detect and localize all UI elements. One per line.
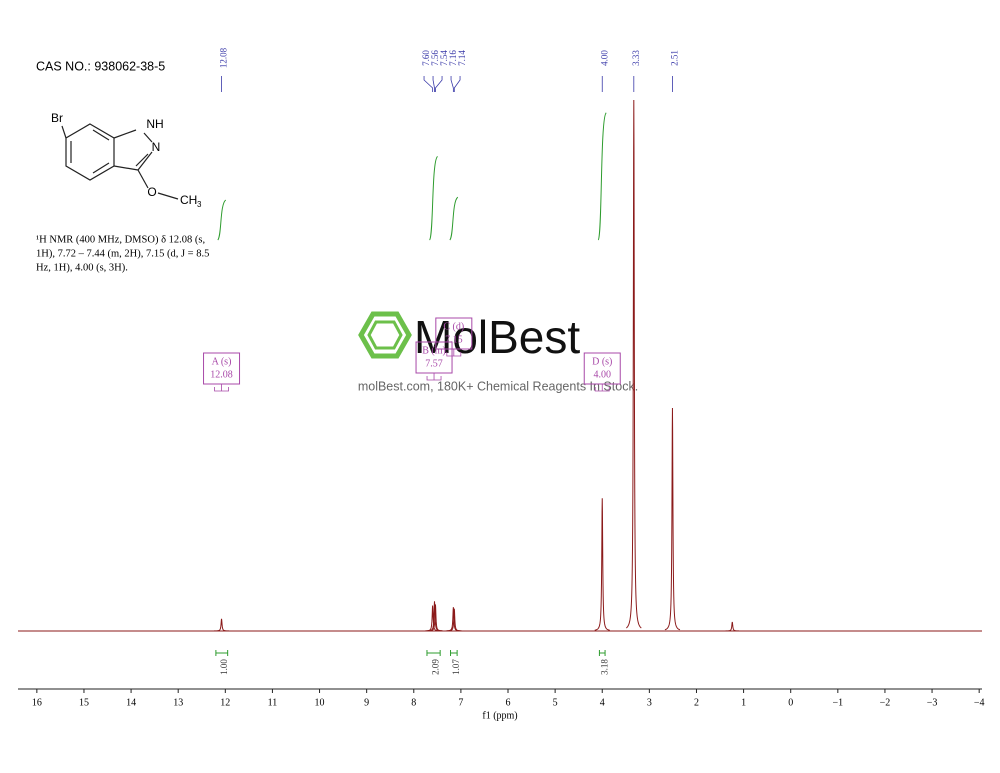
integral-curve — [217, 199, 227, 241]
x-tick-label: 4 — [600, 697, 605, 708]
multiplet-name: A (s) — [212, 356, 232, 367]
integral-label: 1.00 — [219, 659, 229, 675]
atom-label: N — [152, 140, 161, 154]
peak-label: 7.16 — [448, 50, 458, 66]
multiplet-bracket — [426, 373, 442, 381]
x-tick-label: 5 — [553, 697, 558, 708]
multiplet-name: B (m) — [422, 345, 446, 356]
peak-label: 7.60 — [421, 50, 431, 66]
x-tick-label: 11 — [268, 697, 278, 708]
x-tick-label: 7 — [458, 697, 463, 708]
description-line: Hz, 1H), 4.00 (s, 3H). — [36, 262, 128, 273]
cas-number: CAS NO.: 938062-38-5 — [36, 59, 165, 73]
integral-label: 1.07 — [451, 659, 461, 675]
atom-label: O — [147, 185, 156, 199]
x-tick-label: 14 — [126, 697, 136, 708]
peak-label: 7.56 — [430, 50, 440, 66]
integral-bracket — [426, 650, 441, 656]
x-tick-label: 0 — [788, 697, 793, 708]
peak-label: 4.00 — [599, 50, 609, 66]
multiplet-bracket — [214, 384, 229, 392]
logo-icon — [358, 311, 412, 359]
x-tick-label: −2 — [880, 697, 891, 708]
multiplet-shift: 12.08 — [210, 369, 233, 380]
peak — [594, 498, 610, 631]
multiplet-bracket — [446, 349, 462, 357]
peak-label-leader — [453, 76, 461, 92]
peak — [625, 99, 642, 629]
peak — [214, 618, 230, 632]
integral-bracket — [598, 650, 606, 656]
x-tick-label: −4 — [974, 697, 985, 708]
integral-label: 2.09 — [431, 659, 441, 675]
multiplet-shift: 7.57 — [425, 358, 443, 369]
x-tick-label: 12 — [220, 697, 230, 708]
peak — [446, 608, 462, 632]
x-axis-label: f1 (ppm) — [482, 710, 517, 721]
x-tick-label: 15 — [79, 697, 89, 708]
peak-label: 12.08 — [219, 47, 229, 68]
x-tick-label: 8 — [411, 697, 416, 708]
peak-label: 2.51 — [670, 50, 680, 66]
x-tick-label: 9 — [364, 697, 369, 708]
atom-label: CH — [180, 193, 197, 207]
integral-curve — [429, 155, 438, 241]
multiplet-shift: 7.15 — [445, 334, 463, 345]
peak-label-leader — [432, 76, 435, 92]
x-tick-label: 6 — [506, 697, 511, 708]
integral-bracket — [450, 650, 458, 656]
integral-curve — [449, 196, 459, 241]
x-tick-label: 3 — [647, 697, 652, 708]
integral-label: 3.18 — [599, 659, 609, 675]
atom-label: 3 — [197, 200, 202, 209]
x-tick-label: −1 — [833, 697, 844, 708]
peak-label-leader — [435, 76, 443, 92]
multiplet-bracket — [594, 384, 610, 392]
x-tick-label: 16 — [32, 697, 42, 708]
atom-label: Br — [51, 111, 63, 125]
peak — [427, 604, 444, 632]
peak — [664, 407, 681, 631]
peak-label-leader — [423, 76, 434, 92]
x-tick-label: 10 — [315, 697, 325, 708]
description-line: 1H), 7.72 – 7.44 (m, 2H), 7.15 (d, J = 8… — [36, 248, 209, 259]
x-tick-label: 2 — [694, 697, 699, 708]
peak-label: 7.14 — [457, 50, 467, 66]
x-tick-label: 13 — [173, 697, 183, 708]
peak-label-leader — [450, 76, 454, 92]
integral-curve — [597, 112, 607, 241]
watermark-logo: MolBest — [414, 311, 580, 363]
watermark-text: molBest.com, 180K+ Chemical Reagents In … — [358, 379, 638, 393]
x-tick-label: 1 — [741, 697, 746, 708]
structure — [61, 123, 179, 200]
peak-label: 7.54 — [439, 50, 449, 66]
multiplet-name: C (d) — [443, 321, 464, 332]
multiplet-name: D (s) — [592, 356, 612, 367]
x-tick-label: −3 — [927, 697, 938, 708]
integral-bracket — [215, 650, 229, 656]
peak — [724, 621, 740, 632]
description-line: ¹H NMR (400 MHz, DMSO) δ 12.08 (s, — [36, 234, 205, 245]
multiplet-shift: 4.00 — [593, 369, 611, 380]
peak-label: 3.33 — [631, 50, 641, 66]
atom-label: NH — [146, 117, 163, 131]
